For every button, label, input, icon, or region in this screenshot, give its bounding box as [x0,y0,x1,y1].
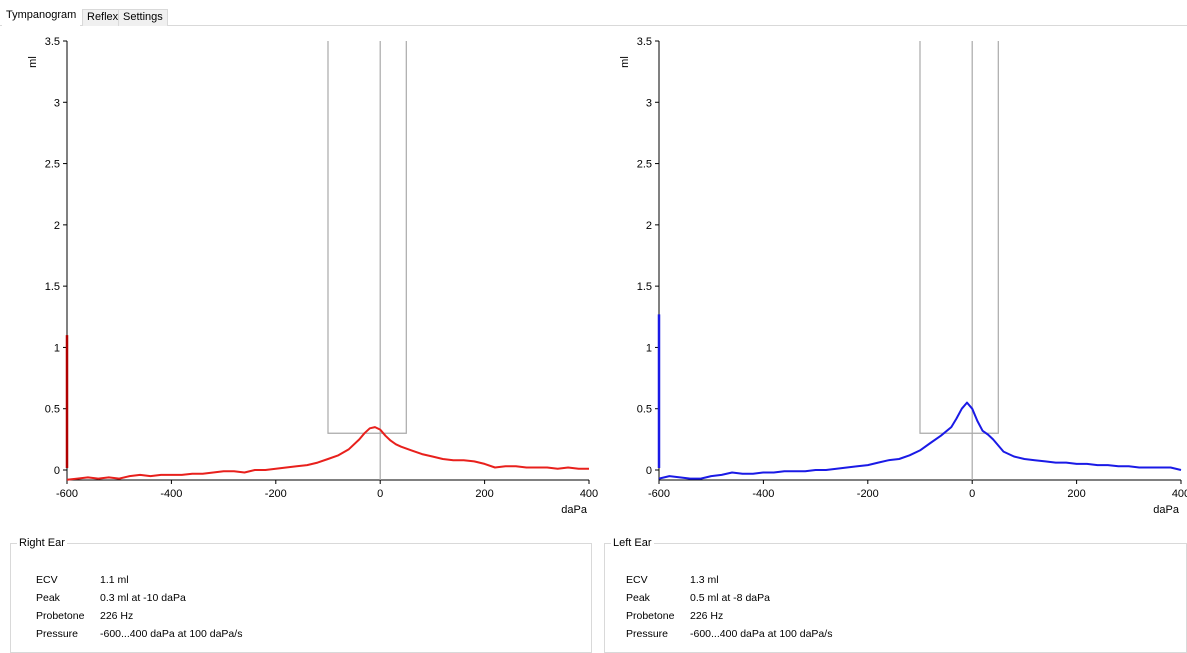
probetone-label: Probetone [36,610,85,622]
probetone-value: 226 Hz [100,610,134,622]
right-ear-x-axis-label: daPa [561,504,588,516]
tab-reflex[interactable]: Reflex [82,9,124,26]
peak-label: Peak [36,592,60,604]
pressure-label: Pressure [626,628,669,640]
peak-value: 0.5 ml at -8 daPa [690,592,770,604]
left-ear-x-tick-label: -400 [752,488,774,500]
tab-tympanogram[interactable]: Tympanogram [2,8,81,26]
left-ear-x-tick-label: 200 [1067,488,1085,500]
left-ear-tympanogram: 0 0.5 1 1.5 2 2.5 3 3.5 -600 -400 -200 0 200 400 ml daP… [592,30,1187,530]
left-ear-y-tick-label: 1 [646,342,652,354]
probetone-value: 226 Hz [690,610,724,622]
left-ear-y-tick-label: 0 [646,465,652,477]
right-ear-normal-region-box [327,41,407,434]
left-ear-x-tick-label: -200 [857,488,879,500]
left-ear-x-axis-label: daPa [1153,504,1180,516]
left-ear-title: Left Ear [611,536,654,550]
right-ear-y-tick-label: 0 [54,465,60,477]
right-ear-y-tick-label: 2.5 [45,159,60,171]
left-ear-y-tick-label: 2.5 [637,159,652,171]
right-ear-x-tick-label: -200 [265,488,287,500]
right-ear-title: Right Ear [17,536,67,550]
right-ear-x-tick-label: 400 [580,488,598,500]
right-ear-x-tick-label: -400 [160,488,182,500]
left-ear-x-tick-label: 400 [1172,488,1187,500]
left-ear-y-tick-label: 3 [646,97,652,109]
left-ear-x-tick-label: -600 [648,488,670,500]
pressure-value: -600...400 daPa at 100 daPa/s [690,628,833,640]
tab-bar: Tympanogram Reflex Settings [0,0,1187,26]
right-ear-y-axis-label: ml [27,56,39,68]
peak-value: 0.3 ml at -10 daPa [100,592,186,604]
pressure-value: -600...400 daPa at 100 daPa/s [100,628,243,640]
right-ear-y-tick-label: 3 [54,97,60,109]
pressure-label: Pressure [36,628,79,640]
left-ear-y-tick-label: 3.5 [637,36,652,48]
left-ear-x-tick-label: 0 [969,488,975,500]
right-ear-tympanogram: 0 0.5 1 1.5 2 2.5 3 3.5 -600 -400 -200 0 200 400 ml daP… [0,30,598,530]
ecv-value: 1.1 ml [100,574,129,586]
ecv-label: ECV [36,574,58,586]
right-ear-tympanogram-curve [66,426,589,481]
right-ear-y-tick-label: 0.5 [45,404,60,416]
ecv-label: ECV [626,574,648,586]
left-ear-normal-region-box [919,41,999,434]
right-ear-y-tick-label: 3.5 [45,36,60,48]
left-ear-y-tick-label: 0.5 [637,404,652,416]
right-ear-x-tick-label: -600 [56,488,78,500]
right-ear-y-tick-label: 1.5 [45,281,60,293]
peak-label: Peak [626,592,650,604]
probetone-label: Probetone [626,610,675,622]
left-ear-panel: Left Ear ECV 1.3 ml Peak 0.5 ml at -8 da… [604,536,1187,653]
left-ear-chart-svg: 0 0.5 1 1.5 2 2.5 3 3.5 -600 -400 -200 0 200 400 ml daP… [619,36,1187,516]
right-ear-x-tick-label: 0 [377,488,383,500]
right-ear-y-tick-label: 1 [54,342,60,354]
left-ear-y-tick-label: 1.5 [637,281,652,293]
tab-settings[interactable]: Settings [118,9,168,26]
ecv-value: 1.3 ml [690,574,719,586]
left-ear-tympanogram-curve [658,401,1182,480]
right-ear-panel: Right Ear ECV 1.1 ml Peak 0.3 ml at -10 … [10,536,592,653]
right-ear-chart-svg: 0 0.5 1 1.5 2 2.5 3 3.5 -600 -400 -200 0 200 400 ml daP… [27,36,598,516]
left-ear-y-axis-label: ml [619,56,631,68]
left-ear-y-tick-label: 2 [646,220,652,232]
right-ear-x-tick-label: 200 [475,488,493,500]
right-ear-y-tick-label: 2 [54,220,60,232]
